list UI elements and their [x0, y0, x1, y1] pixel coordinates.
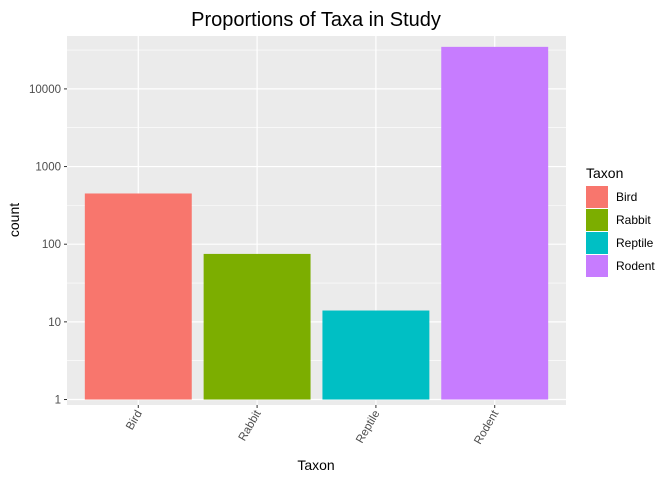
y-tick-label: 1000 — [35, 162, 61, 174]
x-tick-label: Reptile — [354, 409, 382, 446]
x-axis-title: Taxon — [297, 457, 334, 473]
y-tick-label: 1 — [55, 395, 61, 407]
legend-label-bird: Bird — [616, 190, 637, 204]
y-axis-title: count — [6, 203, 22, 237]
legend-swatch-bird — [586, 186, 608, 208]
legend-items: Bird Rabbit Reptile Rodent — [586, 186, 655, 277]
legend-label-rabbit: Rabbit — [616, 213, 651, 227]
legend: Taxon Bird Rabbit Reptile Rodent — [586, 165, 655, 277]
legend-swatch-reptile — [586, 232, 608, 254]
x-tick-label: Rodent — [472, 408, 501, 447]
bar-rabbit — [203, 253, 311, 400]
y-tick-label: 10 — [48, 317, 61, 329]
x-tick-label: Rabbit — [237, 408, 264, 443]
bars — [84, 46, 549, 400]
legend-title: Taxon — [586, 165, 623, 181]
legend-swatch-rodent — [586, 255, 608, 277]
legend-label-rodent: Rodent — [616, 259, 655, 273]
y-axis-ticks: 1 10 100 1000 10000 — [29, 84, 67, 407]
chart-title: Proportions of Taxa in Study — [191, 9, 441, 31]
legend-label-reptile: Reptile — [616, 236, 654, 250]
bar-rodent — [441, 46, 549, 400]
bar-reptile — [322, 310, 430, 400]
x-tick-label: Bird — [124, 409, 145, 433]
y-tick-label: 10000 — [29, 84, 61, 96]
x-axis-ticks: Bird Rabbit Reptile Rodent — [124, 405, 502, 447]
y-tick-label: 100 — [42, 239, 61, 251]
bar-bird — [84, 193, 192, 400]
legend-swatch-rabbit — [586, 209, 608, 231]
